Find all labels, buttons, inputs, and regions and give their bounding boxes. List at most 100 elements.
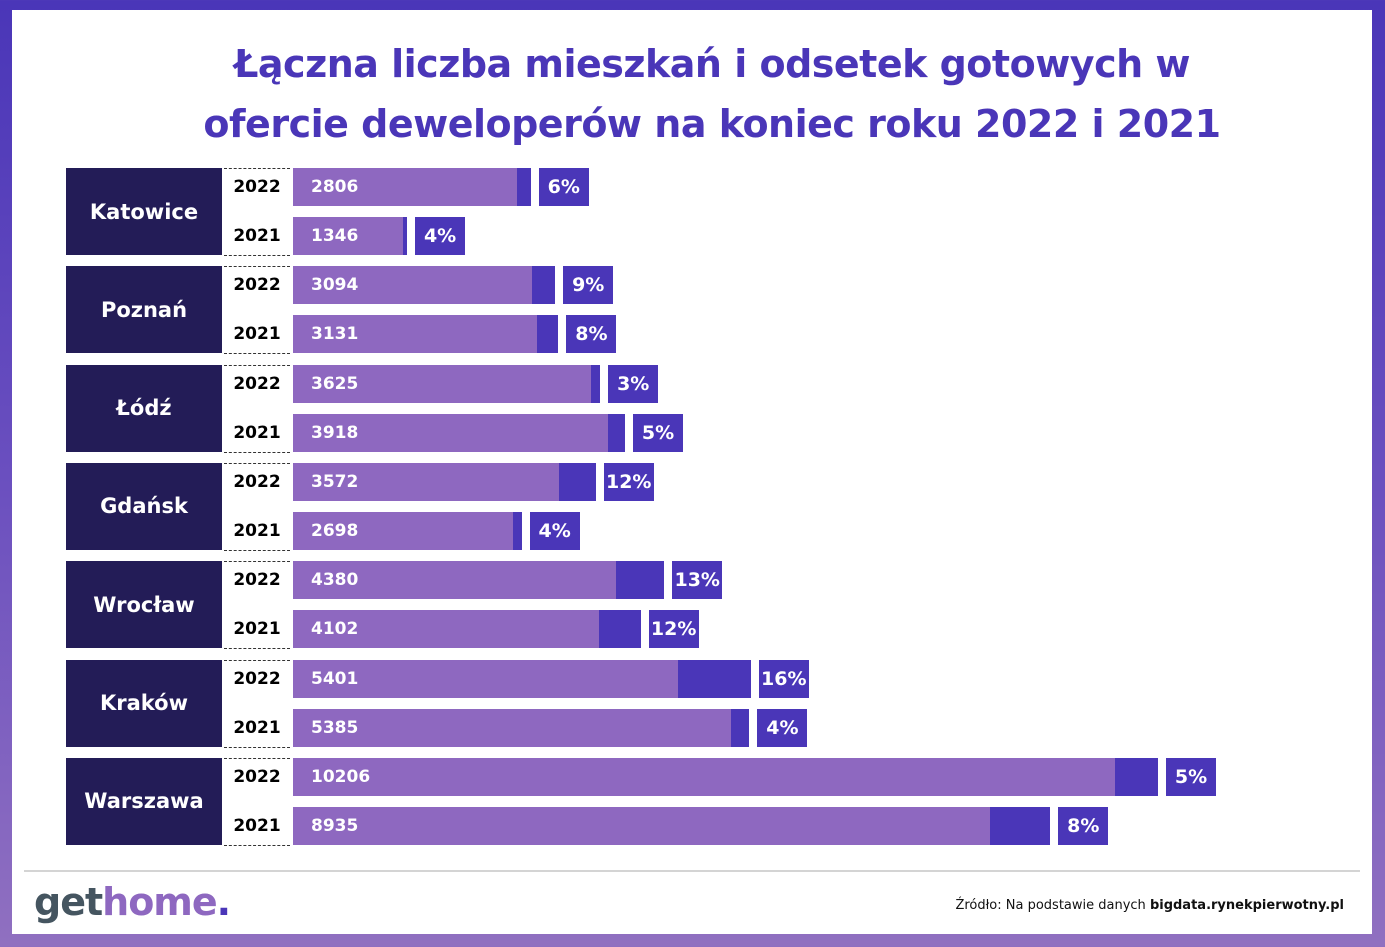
bar-ready-segment: [591, 364, 601, 403]
bar-value-label: 8935: [311, 815, 359, 836]
gethome-logo: gethome.: [34, 880, 231, 924]
dashed-divider: [224, 168, 290, 169]
dashed-divider: [224, 364, 290, 366]
ready-pct-label: 5%: [1166, 757, 1216, 796]
ready-pct-label: 16%: [758, 659, 809, 698]
bar-total: 2698: [293, 511, 522, 550]
bar-value-label: 2698: [311, 520, 359, 541]
bar-value-label: 1346: [311, 226, 359, 246]
bar-total: 5401: [293, 659, 751, 698]
bar-value-label: 10206: [311, 766, 371, 787]
bar-ready-segment: [731, 708, 750, 747]
bar-value-label: 3625: [311, 373, 359, 394]
year-label: 2022: [233, 668, 281, 689]
city-label: Poznań: [66, 266, 222, 354]
ready-pct-label: 8%: [566, 315, 617, 354]
bar-ready-segment: [516, 168, 531, 206]
dashed-divider: [224, 648, 290, 650]
logo-dot: .: [216, 880, 231, 924]
year-label: 2021: [233, 619, 281, 640]
bar-total: 4102: [293, 610, 641, 649]
bar-total: 10206: [293, 757, 1158, 796]
year-label: 2022: [233, 766, 281, 787]
bar-ready-segment: [537, 315, 559, 354]
bar-total: 8935: [293, 806, 1051, 845]
bar-ready-segment: [615, 561, 665, 600]
bar-total: 3625: [293, 364, 601, 403]
ready-pct-label: 8%: [1058, 806, 1109, 845]
city-label: Wrocław: [66, 561, 222, 649]
bar-ready-segment: [989, 806, 1051, 845]
logo-home: home: [102, 880, 218, 924]
bar-value-label: 3131: [311, 324, 359, 345]
city-label: Katowice: [66, 168, 222, 255]
ready-pct-label: 9%: [563, 266, 614, 305]
bar-value-label: 3918: [311, 422, 359, 443]
bar-ready-segment: [512, 511, 522, 550]
source-link: bigdata.rynekpierwotny.pl: [1149, 898, 1344, 913]
bar-value-label: 3094: [311, 275, 359, 296]
ready-pct-label: 12%: [603, 462, 654, 501]
source-prefix: Źródło: Na podstawie danych: [955, 898, 1150, 913]
bar-value-label: 5401: [311, 668, 359, 689]
ready-pct-label: 4%: [529, 511, 580, 550]
title-line-2: ofercie deweloperów na koniec roku 2022 …: [203, 102, 1221, 146]
ready-pct-label: 4%: [757, 708, 808, 747]
dashed-divider: [224, 255, 290, 256]
footer-divider: [24, 870, 1360, 872]
bar-total: 3094: [293, 266, 556, 305]
city-label: Kraków: [66, 659, 222, 747]
bar-total: 5385: [293, 708, 750, 747]
bar-total: 3572: [293, 462, 596, 501]
bar-ready-segment: [531, 266, 556, 305]
dashed-divider: [224, 266, 290, 268]
year-label: 2021: [233, 717, 281, 738]
bar-total: 3918: [293, 413, 626, 452]
city-label: Łódź: [66, 364, 222, 452]
year-label: 2021: [233, 422, 281, 443]
ready-pct-label: 5%: [633, 413, 684, 452]
bar-value-label: 5385: [311, 717, 359, 738]
year-label: 2022: [233, 570, 281, 591]
ready-pct-label: 6%: [538, 168, 589, 206]
bar-ready-segment: [402, 217, 408, 255]
bar-total: 2806: [293, 168, 531, 206]
source-note: Źródło: Na podstawie danych bigdata.ryne…: [955, 898, 1344, 913]
ready-pct-label: 12%: [648, 610, 699, 649]
year-label: 2022: [233, 275, 281, 296]
ready-pct-label: 4%: [415, 217, 466, 255]
bar-total: 4380: [293, 561, 665, 600]
dashed-divider: [224, 353, 290, 355]
bar-value-label: 4102: [311, 619, 359, 640]
year-label: 2021: [233, 226, 281, 246]
chart-card: Łączna liczba mieszkań i odsetek gotowyc…: [12, 10, 1372, 934]
bar-ready-segment: [598, 610, 641, 649]
dashed-divider: [224, 844, 290, 846]
bar-ready-segment: [559, 462, 596, 501]
year-label: 2022: [233, 471, 281, 492]
dashed-divider: [224, 451, 290, 453]
chart-title: Łączna liczba mieszkań i odsetek gotowyc…: [12, 34, 1385, 154]
bar-value-label: 2806: [311, 177, 359, 197]
bar-ready-segment: [608, 413, 626, 452]
bar-value-label: 4380: [311, 570, 359, 591]
title-line-1: Łączna liczba mieszkań i odsetek gotowyc…: [234, 42, 1190, 86]
year-label: 2022: [233, 177, 281, 197]
ready-pct-label: 3%: [608, 364, 659, 403]
bar-value-label: 3572: [311, 471, 359, 492]
year-label: 2021: [233, 815, 281, 836]
dashed-divider: [224, 659, 290, 661]
bar-ready-segment: [677, 659, 751, 698]
bar-total: 1346: [293, 217, 408, 255]
city-label: Gdańsk: [66, 462, 222, 550]
year-label: 2021: [233, 520, 281, 541]
dashed-divider: [224, 757, 290, 759]
bar-ready-segment: [1114, 757, 1158, 796]
dashed-divider: [224, 549, 290, 551]
logo-get: get: [34, 880, 103, 924]
year-label: 2021: [233, 324, 281, 345]
year-label: 2022: [233, 373, 281, 394]
dashed-divider: [224, 746, 290, 748]
dashed-divider: [224, 462, 290, 464]
bar-total: 3131: [293, 315, 559, 354]
